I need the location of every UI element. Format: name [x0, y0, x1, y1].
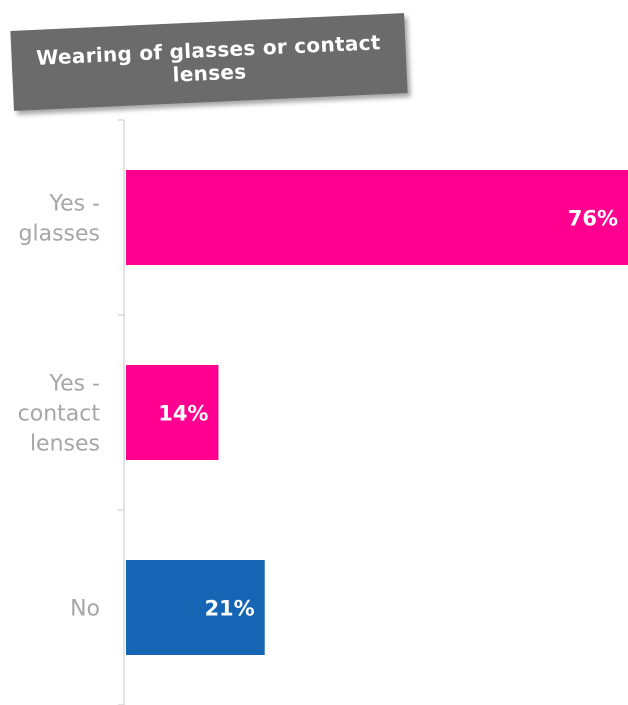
bar-value-label: 21%: [204, 597, 254, 621]
category-label: Yes -glasses: [19, 192, 100, 247]
bar: [126, 365, 219, 460]
bar: [126, 560, 265, 655]
category-label: No: [70, 597, 100, 622]
bar: [126, 170, 628, 265]
category-label: Yes -contact lenses: [18, 372, 101, 457]
bar-value-label: 76%: [568, 207, 618, 231]
bar-value-label: 14%: [158, 402, 208, 426]
